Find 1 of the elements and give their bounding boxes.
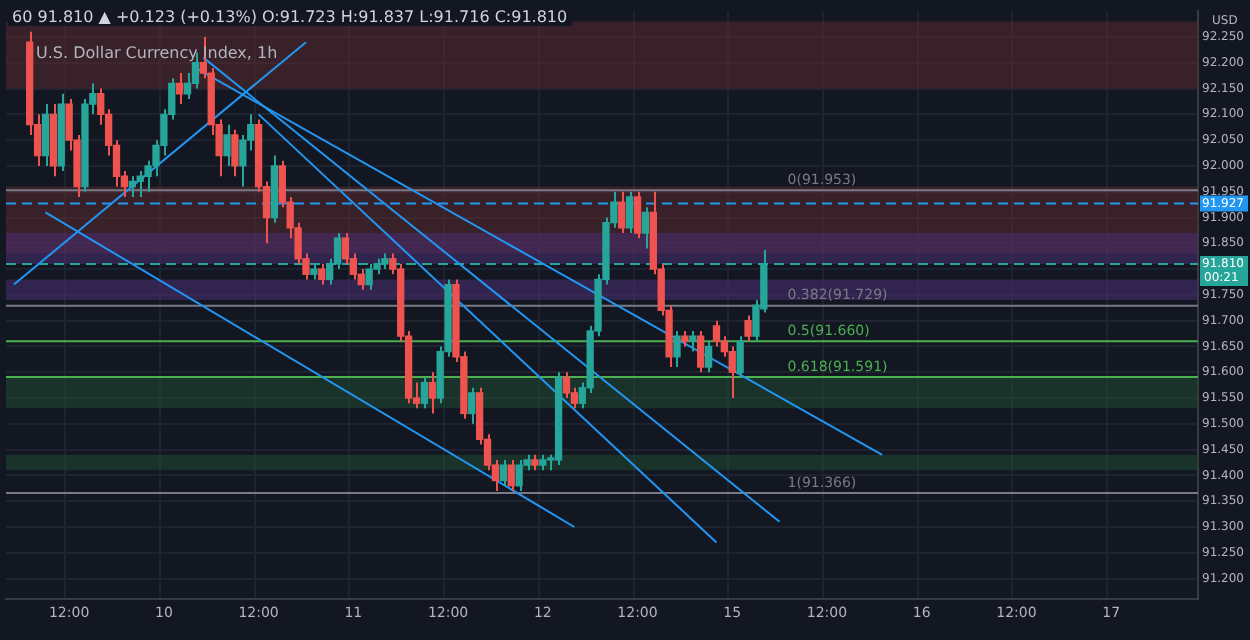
chart-subtitle: 60 91.810 ▲ +0.123 (+0.13%) O:91.723 H:91.837 L:91.716 C:91.810 — [8, 8, 572, 26]
